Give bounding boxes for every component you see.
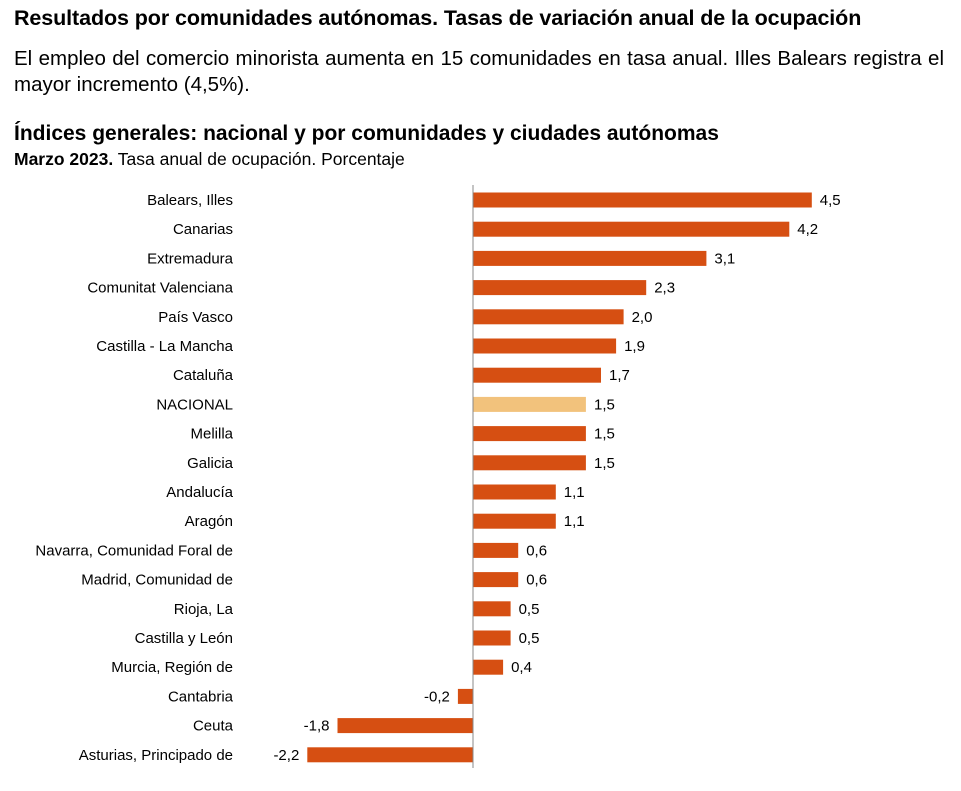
page-title: Resultados por comunidades autónomas. Ta… <box>14 6 862 30</box>
bar-3 <box>473 280 647 296</box>
bar-11 <box>473 513 556 529</box>
value-label: 0,5 <box>519 601 540 618</box>
category-label: Extremadura <box>147 250 234 267</box>
category-label: Castilla y León <box>135 630 233 647</box>
bar-14 <box>473 601 511 617</box>
category-label: Castilla - La Mancha <box>96 338 233 355</box>
chart-subtitle-date: Marzo 2023. <box>14 149 114 169</box>
category-label: Canarias <box>173 221 233 238</box>
bar-9 <box>473 455 586 471</box>
value-label: 0,6 <box>526 572 547 589</box>
page-subtitle: El empleo del comercio minorista aumenta… <box>14 47 944 96</box>
bar-1 <box>473 221 790 237</box>
category-label: Asturias, Principado de <box>79 747 233 764</box>
value-label: 1,1 <box>564 513 585 530</box>
bar-0 <box>473 192 812 208</box>
bar-17 <box>457 688 473 704</box>
bar-10 <box>473 484 556 500</box>
value-label: -1,8 <box>304 718 330 735</box>
category-label: Murcia, Región de <box>111 659 233 676</box>
value-label: -0,2 <box>424 688 450 705</box>
chart-subtitle: Marzo 2023. Tasa anual de ocupación. Por… <box>14 149 405 170</box>
bar-19 <box>307 747 473 763</box>
category-label: Ceuta <box>193 718 234 735</box>
value-label: 1,5 <box>594 426 615 443</box>
bar-8 <box>473 426 586 442</box>
value-label: 1,9 <box>624 338 645 355</box>
value-label: 4,5 <box>820 192 841 209</box>
bar-7 <box>473 396 586 412</box>
bar-13 <box>473 572 519 588</box>
value-label: 2,0 <box>632 309 653 326</box>
chart-title: Índices generales: nacional y por comuni… <box>14 122 719 145</box>
value-label: 1,5 <box>594 396 615 413</box>
category-label: Cataluña <box>173 367 234 384</box>
chart-subtitle-measure: Tasa anual de ocupación. Porcentaje <box>117 149 405 169</box>
value-label: 0,6 <box>526 542 547 559</box>
category-label: NACIONAL <box>156 396 233 413</box>
category-label: Cantabria <box>168 688 234 705</box>
bar-2 <box>473 250 707 266</box>
category-label: Melilla <box>190 426 233 443</box>
category-label: Madrid, Comunidad de <box>81 572 233 589</box>
value-label: 1,1 <box>564 484 585 501</box>
category-label: País Vasco <box>158 309 233 326</box>
category-label: Rioja, La <box>174 601 234 618</box>
bar-16 <box>473 659 504 675</box>
value-label: 3,1 <box>714 250 735 267</box>
category-label: Aragón <box>185 513 233 530</box>
value-label: 1,5 <box>594 455 615 472</box>
bar-18 <box>337 718 473 734</box>
value-label: 0,5 <box>519 630 540 647</box>
value-label: 0,4 <box>511 659 532 676</box>
value-label: 2,3 <box>654 280 675 297</box>
bar-5 <box>473 338 617 354</box>
bar-12 <box>473 542 519 558</box>
category-label: Andalucía <box>166 484 233 501</box>
category-label: Galicia <box>187 455 234 472</box>
bar-6 <box>473 367 601 383</box>
value-label: 1,7 <box>609 367 630 384</box>
bar-4 <box>473 309 624 325</box>
category-label: Navarra, Comunidad Foral de <box>35 542 233 559</box>
value-label: -2,2 <box>273 747 299 764</box>
bar-15 <box>473 630 511 646</box>
value-label: 4,2 <box>797 221 818 238</box>
category-label: Comunitat Valenciana <box>87 280 233 297</box>
category-label: Balears, Illes <box>147 192 233 209</box>
